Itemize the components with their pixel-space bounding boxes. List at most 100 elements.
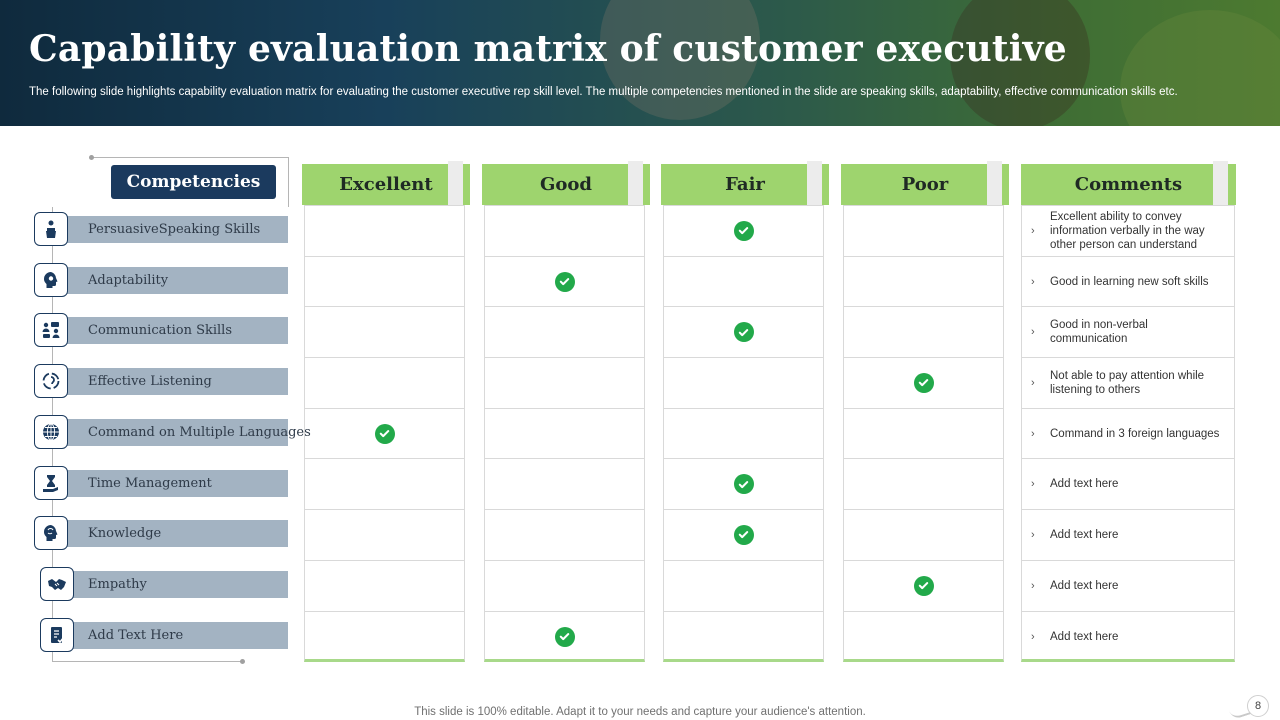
rating-cell xyxy=(844,257,1003,308)
header-tab xyxy=(987,161,1002,205)
comment-cell: › Excellent ability to convey information… xyxy=(1022,206,1234,257)
checkmark-icon xyxy=(733,474,754,495)
rating-cell xyxy=(844,459,1003,511)
rating-cell xyxy=(485,358,644,409)
chevron-right-icon: › xyxy=(1031,224,1035,237)
rating-cell xyxy=(485,307,644,359)
banner-photo-shape xyxy=(950,0,1090,126)
rating-cell xyxy=(844,612,1003,663)
competency-bracket-top xyxy=(89,155,289,207)
column-body xyxy=(663,205,824,662)
comments-header: Comments xyxy=(1021,161,1236,205)
comment-text: Good in learning new soft skills xyxy=(1050,275,1209,288)
rating-cell xyxy=(305,307,464,359)
rating-cell xyxy=(664,459,823,511)
column-header-poor: Poor xyxy=(841,161,1009,205)
handshake-icon xyxy=(40,566,74,601)
people-chat-icon xyxy=(34,313,68,348)
rating-cell xyxy=(844,206,1003,257)
column-header-label: Excellent xyxy=(339,174,433,195)
rating-cell xyxy=(305,206,464,257)
banner-photo-shape xyxy=(1120,10,1280,126)
head-brain-icon xyxy=(34,516,68,551)
header-banner: Capability evaluation matrix of customer… xyxy=(0,0,1280,126)
speaker-podium-icon xyxy=(34,212,68,246)
column-body xyxy=(304,205,465,662)
slide-subtitle: The following slide highlights capabilit… xyxy=(29,86,1178,98)
rating-cell xyxy=(664,510,823,561)
column-fair: Fair xyxy=(661,161,829,663)
rating-cell xyxy=(664,307,823,359)
comment-text: Add text here xyxy=(1050,478,1119,491)
rating-cell xyxy=(485,257,644,308)
column-body xyxy=(484,205,645,662)
header-tab xyxy=(448,161,463,205)
competency-row: Adaptability xyxy=(34,262,288,297)
comments-body: › Excellent ability to convey information… xyxy=(1021,205,1235,662)
rating-cell xyxy=(305,459,464,511)
comment-cell: › Add text here xyxy=(1022,561,1234,612)
rating-cell xyxy=(844,358,1003,409)
rating-cell xyxy=(305,612,464,663)
competency-label: Adaptability xyxy=(64,266,288,294)
comment-text: Not able to pay attention while listenin… xyxy=(1050,369,1205,396)
column-header-label: Poor xyxy=(901,174,949,195)
rating-cell xyxy=(664,206,823,257)
checkmark-icon xyxy=(733,524,754,545)
column-header-fair: Fair xyxy=(661,161,829,205)
rating-cell xyxy=(844,307,1003,359)
rating-cell xyxy=(305,358,464,409)
competency-label: Add Text Here xyxy=(64,621,288,649)
page-number: 8 xyxy=(1247,695,1269,717)
checkmark-icon xyxy=(733,220,754,241)
column-body xyxy=(843,205,1004,662)
document-check-icon xyxy=(40,617,74,652)
comment-text: Add text here xyxy=(1050,528,1119,541)
rating-cell xyxy=(305,409,464,460)
header-tab xyxy=(628,161,643,205)
chevron-right-icon: › xyxy=(1031,630,1035,643)
competency-row: Time Management xyxy=(34,465,288,500)
competency-row: Command on Multiple Languages xyxy=(34,414,311,449)
column-good: Good xyxy=(482,161,650,663)
rating-cell xyxy=(485,612,644,663)
comment-cell: › Add text here xyxy=(1022,612,1234,663)
competency-label: Command on Multiple Languages xyxy=(64,418,311,446)
rating-cell xyxy=(844,561,1003,612)
comments-header-label: Comments xyxy=(1074,174,1183,195)
comment-cell: › Good in learning new soft skills xyxy=(1022,257,1234,308)
rating-cell xyxy=(664,257,823,308)
globe-icon xyxy=(34,414,68,449)
comment-cell: › Good in non-verbal communication xyxy=(1022,307,1234,359)
rating-cell xyxy=(305,510,464,561)
competencies-header: Competencies xyxy=(111,165,276,199)
chevron-right-icon: › xyxy=(1031,579,1035,592)
comment-text: Add text here xyxy=(1050,579,1119,592)
competency-label: Time Management xyxy=(64,469,288,497)
comment-text: Excellent ability to convey information … xyxy=(1050,210,1205,251)
rating-cell xyxy=(664,409,823,460)
chevron-right-icon: › xyxy=(1031,275,1035,288)
competency-label: Effective Listening xyxy=(64,368,288,396)
rating-cell xyxy=(664,358,823,409)
checkmark-icon xyxy=(554,271,575,292)
rating-cell xyxy=(485,409,644,460)
competency-label: Empathy xyxy=(64,570,288,598)
column-header-label: Good xyxy=(540,174,592,195)
competency-row: Communication Skills xyxy=(34,313,288,348)
hourglass-hand-icon xyxy=(34,465,68,500)
rating-cell xyxy=(485,510,644,561)
column-header-excellent: Excellent xyxy=(302,161,470,205)
chevron-right-icon: › xyxy=(1031,376,1035,389)
checkmark-icon xyxy=(733,322,754,343)
slide-title: Capability evaluation matrix of customer… xyxy=(29,28,1067,70)
comment-cell: › Not able to pay attention while listeni… xyxy=(1022,358,1234,409)
competency-row: Add Text Here xyxy=(34,617,288,652)
header-tab xyxy=(807,161,822,205)
comment-text: Add text here xyxy=(1050,630,1119,643)
rating-cell xyxy=(664,561,823,612)
rating-cell xyxy=(664,612,823,663)
comment-text: Good in non-verbal communication xyxy=(1050,319,1148,346)
competency-label: Communication Skills xyxy=(64,317,288,345)
rating-cell xyxy=(844,510,1003,561)
